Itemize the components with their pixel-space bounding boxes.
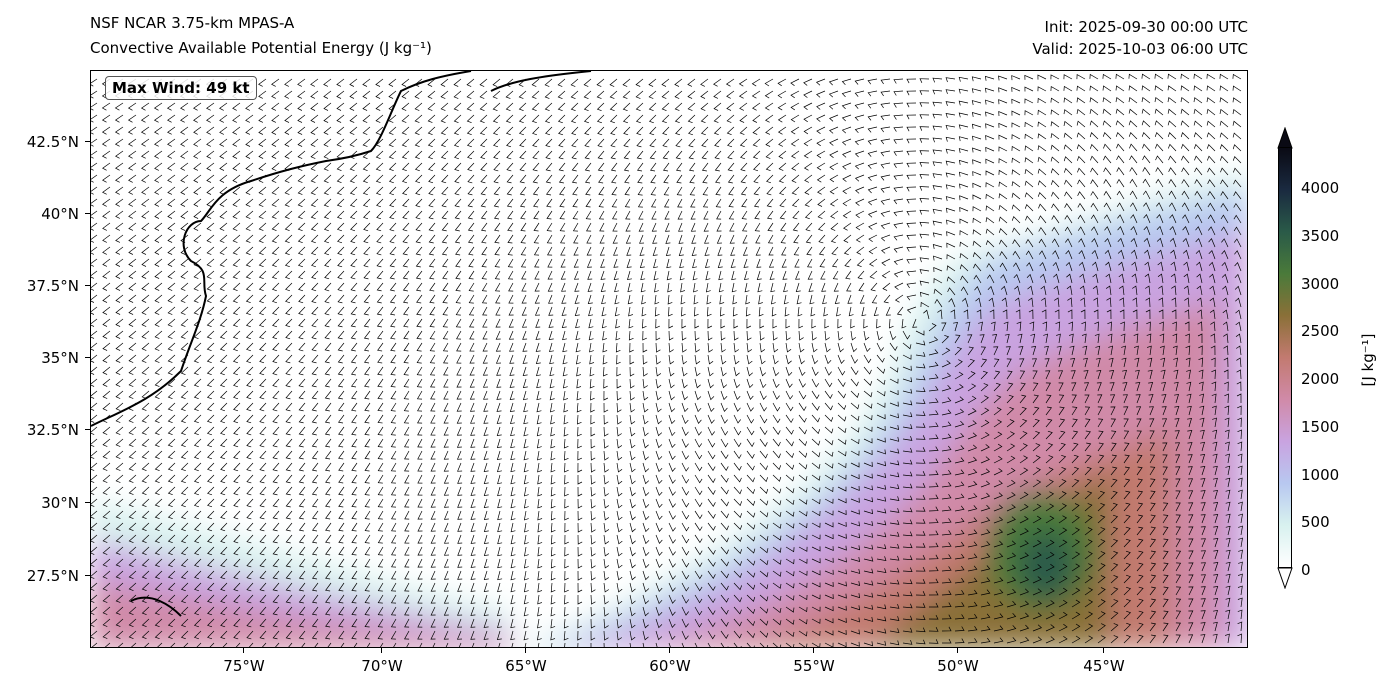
colorbar-tick-2000: 2000: [1301, 370, 1340, 388]
init-time: Init: 2025-09-30 00:00 UTC: [1044, 18, 1248, 36]
lat-tick: [85, 502, 90, 503]
colorbar-max-arrow: [1277, 127, 1293, 149]
model-title: NSF NCAR 3.75-km MPAS-A: [90, 14, 295, 32]
coastline: [91, 71, 592, 617]
colorbar-min-arrow: [1277, 567, 1293, 589]
lat-label-35: 35°N: [41, 349, 79, 367]
lon-label-65w: 65°W: [505, 657, 547, 675]
lat-tick: [85, 141, 90, 142]
lat-tick: [85, 285, 90, 286]
cape-wind-map: [91, 71, 1247, 647]
colorbar-tick-4000: 4000: [1301, 179, 1340, 197]
lat-tick: [85, 429, 90, 430]
lon-tick: [243, 648, 244, 653]
wind-barbs: [91, 73, 1243, 647]
lat-label-27-5: 27.5°N: [26, 567, 79, 585]
lat-tick: [85, 575, 90, 576]
colorbar-tick-3000: 3000: [1301, 275, 1340, 293]
colorbar-tick-3500: 3500: [1301, 227, 1340, 245]
lat-tick: [85, 213, 90, 214]
colorbar-tick-2500: 2500: [1301, 322, 1340, 340]
lon-label-75w: 75°W: [223, 657, 265, 675]
colorbar-tick-1500: 1500: [1301, 418, 1340, 436]
lon-label-70w: 70°W: [361, 657, 403, 675]
colorbar-tick-500: 500: [1301, 513, 1330, 531]
valid-time: Valid: 2025-10-03 06:00 UTC: [1032, 40, 1248, 58]
lat-tick: [85, 357, 90, 358]
lat-label-32-5: 32.5°N: [26, 421, 79, 439]
lat-label-40: 40°N: [41, 205, 79, 223]
lon-label-50w: 50°W: [937, 657, 979, 675]
lon-label-55w: 55°W: [793, 657, 835, 675]
lon-label-60w: 60°W: [649, 657, 691, 675]
colorbar: [1278, 147, 1292, 568]
colorbar-tick-1000: 1000: [1301, 466, 1340, 484]
lon-tick: [669, 648, 670, 653]
lat-label-30: 30°N: [41, 494, 79, 512]
colorbar-title: [J kg⁻¹]: [1359, 333, 1377, 387]
cape-shading: [91, 171, 1247, 647]
lon-tick: [381, 648, 382, 653]
map-panel: [90, 70, 1248, 648]
lat-label-42-5: 42.5°N: [26, 133, 79, 151]
lon-tick: [525, 648, 526, 653]
max-wind-label: Max Wind: 49 kt: [105, 76, 257, 100]
lon-tick: [957, 648, 958, 653]
lat-label-37-5: 37.5°N: [26, 277, 79, 295]
colorbar-tick-0: 0: [1301, 561, 1311, 579]
lon-tick: [1103, 648, 1104, 653]
lon-tick: [813, 648, 814, 653]
lon-label-45w: 45°W: [1083, 657, 1125, 675]
field-title: Convective Available Potential Energy (J…: [90, 39, 432, 57]
